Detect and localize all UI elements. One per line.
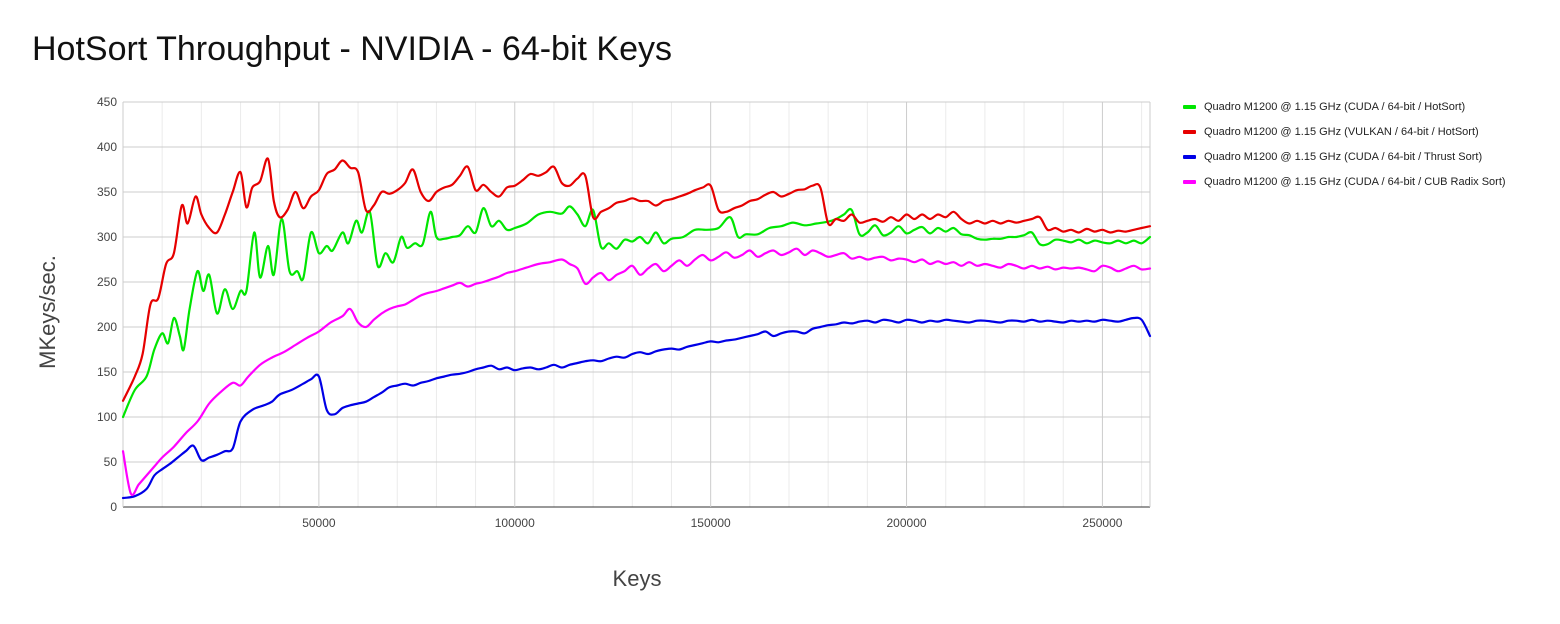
legend-label: Quadro M1200 @ 1.15 GHz (CUDA / 64-bit /… xyxy=(1204,100,1466,113)
x-tick-label: 250000 xyxy=(1082,516,1122,530)
series-lines xyxy=(121,157,1152,500)
series-line-vulkan-hotsort xyxy=(121,157,1152,402)
x-tick-label: 150000 xyxy=(691,516,731,530)
x-tick-label: 50000 xyxy=(302,516,336,530)
series-line-thrust-sort xyxy=(121,316,1152,500)
legend-label: Quadro M1200 @ 1.15 GHz (CUDA / 64-bit /… xyxy=(1204,175,1506,188)
series-line-cub-radix-sort xyxy=(121,247,1152,496)
y-axis-ticks: 0 50 100 150 200 250 300 350 400 450 xyxy=(97,95,117,514)
legend-label: Quadro M1200 @ 1.15 GHz (VULKAN / 64-bit… xyxy=(1204,125,1479,138)
chart-title: HotSort Throughput - NVIDIA - 64-bit Key… xyxy=(32,30,672,68)
x-axis-title: Keys xyxy=(613,566,662,591)
legend-swatch xyxy=(1183,154,1196,159)
legend-item: Quadro M1200 @ 1.15 GHz (VULKAN / 64-bit… xyxy=(1183,119,1506,144)
y-tick-label: 100 xyxy=(97,410,117,424)
y-tick-label: 400 xyxy=(97,140,117,154)
legend-swatch xyxy=(1183,129,1196,134)
grid xyxy=(122,101,1151,508)
series-line-cuda-hotsort xyxy=(121,205,1152,419)
x-tick-label: 100000 xyxy=(495,516,535,530)
y-axis-title: MKeys/sec. xyxy=(35,255,60,369)
legend-swatch xyxy=(1183,179,1196,184)
legend-swatch xyxy=(1183,104,1196,109)
y-tick-label: 150 xyxy=(97,365,117,379)
y-tick-label: 300 xyxy=(97,230,117,244)
legend-item: Quadro M1200 @ 1.15 GHz (CUDA / 64-bit /… xyxy=(1183,94,1506,119)
y-tick-label: 200 xyxy=(97,320,117,334)
legend: Quadro M1200 @ 1.15 GHz (CUDA / 64-bit /… xyxy=(1183,94,1506,194)
y-tick-label: 250 xyxy=(97,275,117,289)
legend-label: Quadro M1200 @ 1.15 GHz (CUDA / 64-bit /… xyxy=(1204,150,1483,163)
legend-item: Quadro M1200 @ 1.15 GHz (CUDA / 64-bit /… xyxy=(1183,169,1506,194)
y-tick-label: 350 xyxy=(97,185,117,199)
x-tick-label: 200000 xyxy=(887,516,927,530)
y-tick-label: 50 xyxy=(104,455,118,469)
x-axis-ticks: 50000 100000 150000 200000 250000 xyxy=(302,516,1123,530)
legend-item: Quadro M1200 @ 1.15 GHz (CUDA / 64-bit /… xyxy=(1183,144,1506,169)
y-tick-label: 0 xyxy=(110,500,117,514)
y-tick-label: 450 xyxy=(97,95,117,109)
